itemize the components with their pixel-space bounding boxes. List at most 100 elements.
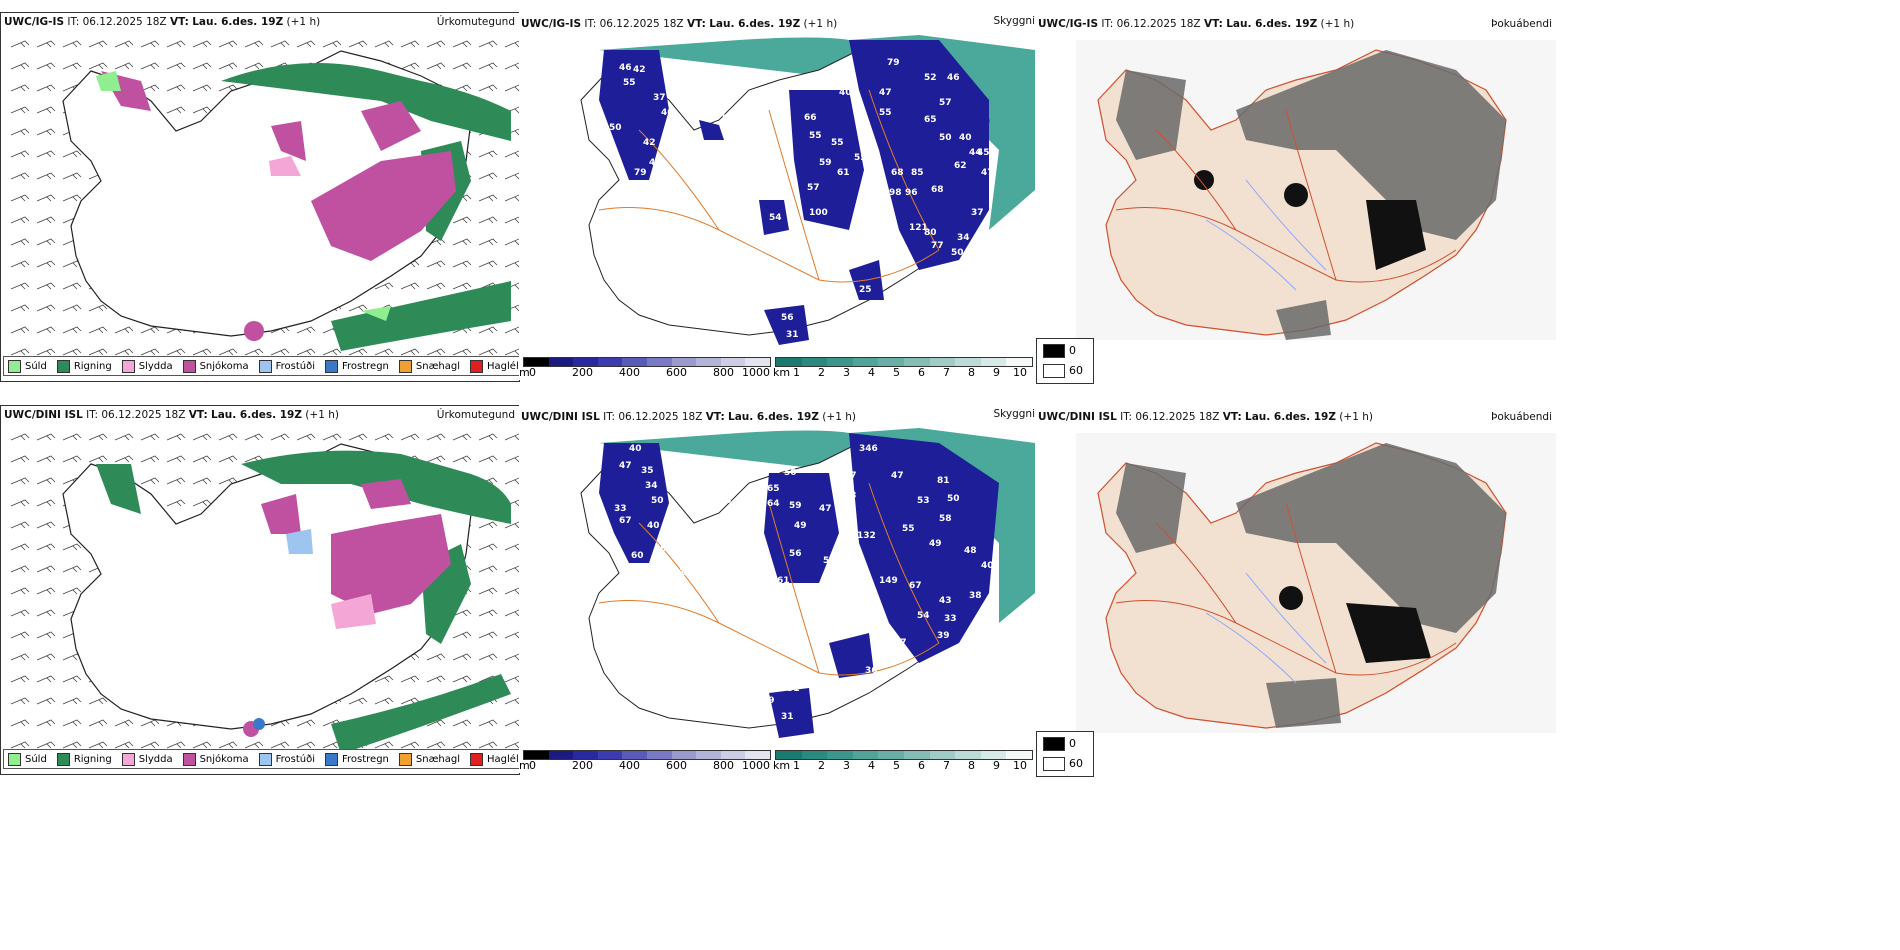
wind-barb (62, 697, 82, 705)
legend-item: Haglél (470, 359, 519, 373)
legend-item: Frostúði (258, 752, 315, 766)
wind-barb (88, 348, 108, 356)
svg-text:81: 81 (937, 476, 950, 486)
wind-barb (218, 40, 238, 48)
legend-item: Frostregn (325, 752, 389, 766)
colorbar-segment (745, 358, 770, 366)
wind-barb (36, 150, 56, 158)
svg-text:37: 37 (971, 208, 984, 218)
wind-barb (62, 348, 82, 356)
svg-text:45: 45 (977, 148, 990, 158)
svg-text:36: 36 (865, 666, 878, 676)
wind-barb (478, 565, 498, 573)
wind-barb (10, 326, 30, 334)
svg-text:48: 48 (964, 546, 977, 556)
legend-item: Frostúði (258, 359, 315, 373)
colorbar-segment (696, 751, 721, 759)
svg-text:56: 56 (781, 313, 794, 323)
svg-text:67: 67 (909, 581, 922, 591)
colorbar-segment (776, 358, 802, 366)
wind-barb (62, 675, 82, 683)
wind-barb (62, 304, 82, 312)
wind-barb (140, 455, 160, 463)
wind-barb (296, 348, 316, 356)
svg-text:31: 31 (786, 330, 799, 340)
svg-text:59: 59 (819, 158, 832, 168)
wind-barb (504, 326, 519, 334)
wind-barb (478, 62, 498, 70)
colorbar-segment (573, 751, 598, 759)
wind-barb (36, 587, 56, 595)
panel-header: UWC/DINI ISL IT: 06.12.2025 18Z VT: Lau.… (4, 409, 339, 421)
svg-text:42: 42 (643, 138, 656, 148)
wind-barb (348, 433, 368, 441)
svg-text:58: 58 (939, 514, 952, 524)
colorbar-segment (827, 751, 853, 759)
wind-barb (10, 172, 30, 180)
svg-text:57: 57 (939, 98, 952, 108)
wind-barb (374, 741, 394, 749)
wind-barb (36, 128, 56, 136)
wind-barb (452, 741, 472, 749)
wind-barb (192, 62, 212, 70)
svg-text:124: 124 (811, 586, 830, 596)
wind-barb (36, 697, 56, 705)
colorbar-segment (852, 751, 879, 759)
wind-barb (166, 62, 186, 70)
svg-text:82: 82 (819, 598, 832, 608)
wind-barb (452, 84, 472, 92)
wind-barb (166, 40, 186, 48)
cloudbase-ticks: m 0 200 400 600 800 1000 (519, 759, 770, 772)
wind-barb (114, 40, 134, 48)
wind-barb (504, 697, 519, 705)
wind-barb (88, 719, 108, 727)
wind-barb (452, 62, 472, 70)
legend-item: Rigning (56, 752, 112, 766)
wind-barb (36, 521, 56, 529)
colorbar-segment (1006, 751, 1032, 759)
wind-barb (36, 477, 56, 485)
svg-text:49: 49 (929, 539, 942, 549)
precip-legend: Súld Rigning Slydda Snjókoma Frostúði Fr… (3, 749, 534, 769)
wind-barb (140, 433, 160, 441)
wind-barb (504, 84, 519, 92)
wind-barb (374, 675, 394, 683)
wind-barb (504, 40, 519, 48)
fog-map (1076, 433, 1556, 733)
fog-map (1076, 40, 1556, 340)
colorbar-segment (1006, 358, 1032, 366)
wind-barb (10, 455, 30, 463)
svg-text:46: 46 (654, 544, 667, 554)
svg-text:31: 31 (781, 712, 794, 722)
svg-text:52: 52 (864, 188, 877, 198)
svg-text:60: 60 (631, 551, 644, 561)
wind-barb (62, 741, 82, 749)
wind-barb (426, 40, 446, 48)
wind-barb (36, 238, 56, 246)
wind-barb (36, 304, 56, 312)
colorbar-segment (597, 751, 623, 759)
wind-barb (400, 62, 420, 70)
panel-header: UWC/IG-IS IT: 06.12.2025 18Z VT: Lau. 6.… (521, 18, 838, 30)
wind-barb (218, 455, 238, 463)
wind-barb (478, 433, 498, 441)
colorbar-segment (980, 358, 1007, 366)
svg-text:68: 68 (757, 591, 770, 601)
svg-text:149: 149 (879, 576, 898, 586)
wind-barb (270, 40, 290, 48)
wind-barb (322, 348, 342, 356)
wind-barb (504, 675, 519, 683)
wind-barb (166, 106, 186, 114)
svg-text:47: 47 (981, 168, 994, 178)
wind-barb (10, 565, 30, 573)
wind-barb (114, 326, 134, 334)
wind-barb (400, 40, 420, 48)
wind-barb (140, 477, 160, 485)
visibility-colorbar (775, 357, 1033, 367)
wind-barb (88, 62, 108, 70)
wind-barb (166, 455, 186, 463)
wind-barb (296, 40, 316, 48)
wind-barb (10, 433, 30, 441)
wind-barb (62, 194, 82, 202)
svg-text:59: 59 (879, 223, 892, 233)
